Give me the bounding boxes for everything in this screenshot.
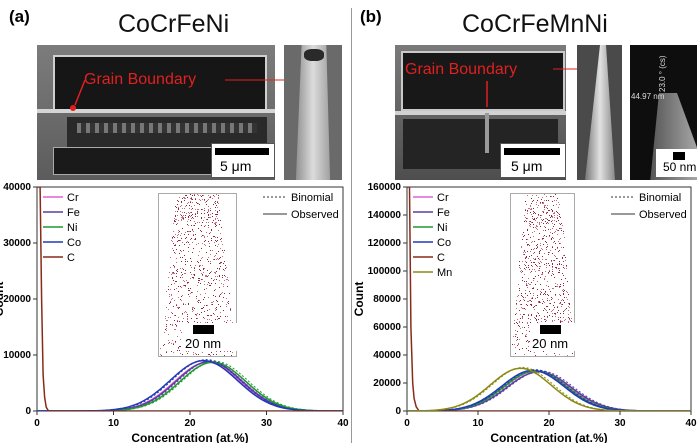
legend-label-ni: Ni — [437, 222, 447, 234]
x-tick-label: 30 — [261, 418, 273, 429]
legend-label-c: C — [67, 252, 75, 264]
series-line-cr — [407, 370, 691, 411]
tip-image-b — [577, 45, 622, 180]
legend-label-fe: Fe — [67, 207, 80, 219]
y-tick-label: 20000 — [3, 294, 31, 305]
series-group — [37, 187, 343, 411]
x-tick-label: 40 — [685, 418, 697, 429]
y-tick-label: 60000 — [373, 322, 401, 333]
tip-radius-annotation: 44.97 nm — [631, 92, 665, 101]
legend-label-co: Co — [67, 237, 81, 249]
inset-scale-label-b: 20 nm — [532, 336, 569, 351]
sem-scale-bar-a — [215, 148, 269, 155]
series-line-co — [407, 369, 691, 411]
x-tick-label: 10 — [472, 418, 484, 429]
y-axis-label: Count — [352, 282, 366, 317]
series-line-c — [37, 187, 343, 411]
x-axis-label: Concentration (at.%) — [490, 431, 607, 443]
chart-b: 0 10 20 30 40 0 20000 40000 60000 80000 100000 1200… — [352, 182, 697, 443]
x-tick-label: 20 — [543, 418, 555, 429]
tip-image-a — [284, 45, 342, 180]
y-tick-label: 0 — [395, 406, 401, 417]
y-tick-label: 20000 — [373, 378, 401, 389]
y-tick-label: 100000 — [368, 266, 402, 277]
tip-scale-bar-b — [673, 152, 685, 160]
grain-boundary-arrow-a — [74, 79, 285, 106]
sem-scale-label-b: 5 μm — [511, 158, 543, 174]
inset-scale-bar-a — [193, 325, 214, 334]
series-line-mn — [407, 367, 691, 411]
legend-label-fe: Fe — [437, 207, 450, 219]
series-binomial-co — [407, 369, 691, 411]
x-tick-label: 40 — [337, 418, 349, 429]
legend-label-c: C — [437, 252, 445, 264]
legend-label-binomial: Binomial — [291, 192, 333, 204]
y-tick-label: 40000 — [373, 350, 401, 361]
series-line-fe — [37, 360, 343, 411]
legend-label-observed: Observed — [639, 209, 687, 221]
series-binomial-fe — [407, 370, 691, 411]
grain-boundary-label-b: Grain Boundary — [405, 61, 518, 78]
legend-label-observed: Observed — [291, 209, 339, 221]
grain-boundary-label-a: Grain Boundary — [84, 71, 197, 88]
series-line-ni — [407, 370, 691, 411]
inset-scale-label-a: 20 nm — [185, 336, 222, 351]
tip-scale-label-b: 50 nm — [663, 160, 697, 174]
y-tick-label: 140000 — [368, 210, 402, 221]
chart-a: 0 10 20 30 40 0 10000 20000 30000 40000 Concentrat… — [0, 182, 349, 443]
y-tick-label: 80000 — [373, 294, 401, 305]
panel-b-title: CoCrFeMnNi — [462, 10, 608, 38]
legend-label-co: Co — [437, 237, 451, 249]
panel-divider — [351, 8, 352, 443]
legend-label-cr: Cr — [67, 192, 79, 204]
x-tick-label: 0 — [404, 418, 410, 429]
x-tick-label: 30 — [614, 418, 626, 429]
series-line-fe — [407, 371, 691, 411]
y-tick-label: 0 — [25, 406, 31, 417]
legend-label-cr: Cr — [437, 192, 449, 204]
y-tick-label: 40000 — [3, 182, 31, 193]
panel-a-label: (a) — [9, 7, 30, 26]
sem-scale-bar-b — [504, 148, 560, 155]
legend-label-ni: Ni — [67, 222, 77, 234]
series-binomial-co — [37, 359, 343, 411]
y-tick-label: 160000 — [368, 182, 402, 193]
y-tick-label: 30000 — [3, 238, 31, 249]
legend-label-mn: Mn — [437, 267, 452, 279]
x-axis-label: Concentration (at.%) — [131, 431, 248, 443]
x-tick-label: 20 — [184, 418, 196, 429]
series-line-ni — [37, 361, 343, 411]
x-tick-label: 10 — [108, 418, 120, 429]
x-tick-label: 0 — [34, 418, 40, 429]
inset-scale-bar-b — [540, 325, 561, 334]
y-tick-label: 120000 — [368, 238, 402, 249]
tip-angle-annotation: 23.0 ° (cs) — [658, 55, 667, 92]
series-group — [407, 187, 691, 411]
y-tick-label: 10000 — [3, 350, 31, 361]
panel-a-title: CoCrFeNi — [118, 10, 230, 38]
sem-scale-label-a: 5 μm — [220, 158, 252, 174]
y-axis-label: Count — [0, 282, 6, 317]
panel-b-label: (b) — [360, 7, 382, 26]
legend-label-binomial: Binomial — [639, 192, 681, 204]
